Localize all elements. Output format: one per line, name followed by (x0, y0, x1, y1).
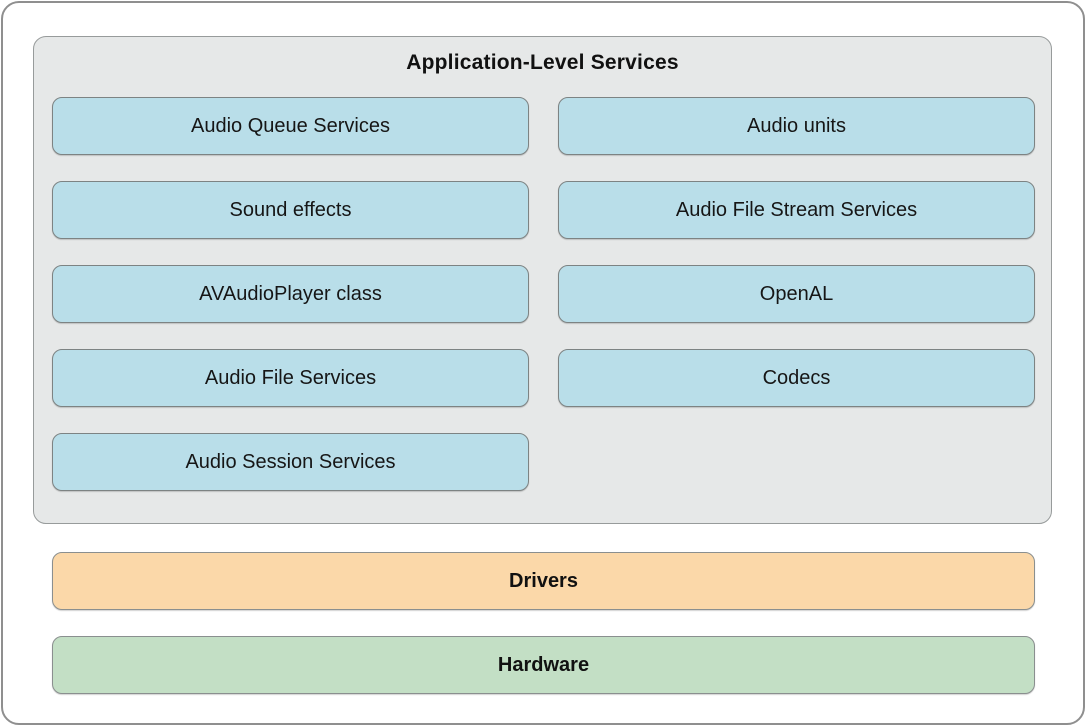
services-grid: Audio Queue Services Audio units Sound e… (52, 97, 1035, 491)
service-box-codecs: Codecs (558, 349, 1035, 407)
service-box-openal: OpenAL (558, 265, 1035, 323)
service-box-avaudioplayer-class: AVAudioPlayer class (52, 265, 529, 323)
layer-hardware: Hardware (52, 636, 1035, 694)
layer-drivers: Drivers (52, 552, 1035, 610)
service-box-audio-units: Audio units (558, 97, 1035, 155)
service-box-sound-effects: Sound effects (52, 181, 529, 239)
service-box-audio-file-stream-services: Audio File Stream Services (558, 181, 1035, 239)
grid-spacer (558, 433, 1035, 491)
panel-title: Application-Level Services (406, 51, 679, 74)
service-box-audio-session-services: Audio Session Services (52, 433, 529, 491)
service-box-audio-queue-services: Audio Queue Services (52, 97, 529, 155)
service-box-audio-file-services: Audio File Services (52, 349, 529, 407)
